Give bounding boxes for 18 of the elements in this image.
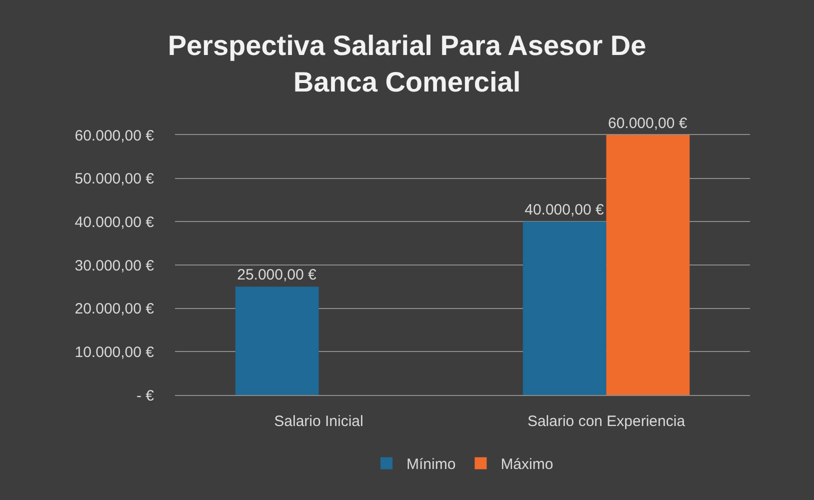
- x-tick-label: Salario con Experiencia: [527, 413, 686, 430]
- chart-title: Perspectiva Salarial Para Asesor De Banca Comercial: [168, 30, 646, 98]
- y-tick-label: 30.000,00 €: [74, 257, 155, 274]
- legend-label: Máximo: [500, 456, 554, 474]
- data-label: 60.000,00 €: [608, 115, 688, 132]
- bar: [522, 222, 606, 395]
- y-tick-label: 60.000,00 €: [74, 127, 155, 144]
- y-tick-label: - €: [136, 387, 155, 404]
- x-tick-label: Salario Inicial: [274, 413, 364, 430]
- y-tick-label: 10.000,00 €: [74, 344, 155, 361]
- data-label: 40.000,00 €: [524, 202, 605, 219]
- legend-label: Mínimo: [406, 456, 456, 474]
- bar: [606, 135, 690, 395]
- bar: [235, 286, 319, 395]
- y-tick-label: 40.000,00 €: [74, 214, 155, 231]
- data-label: 25.000,00 €: [237, 266, 318, 284]
- y-tick-label: 50.000,00 €: [74, 170, 155, 188]
- y-tick-label: 20.000,00 €: [74, 300, 155, 318]
